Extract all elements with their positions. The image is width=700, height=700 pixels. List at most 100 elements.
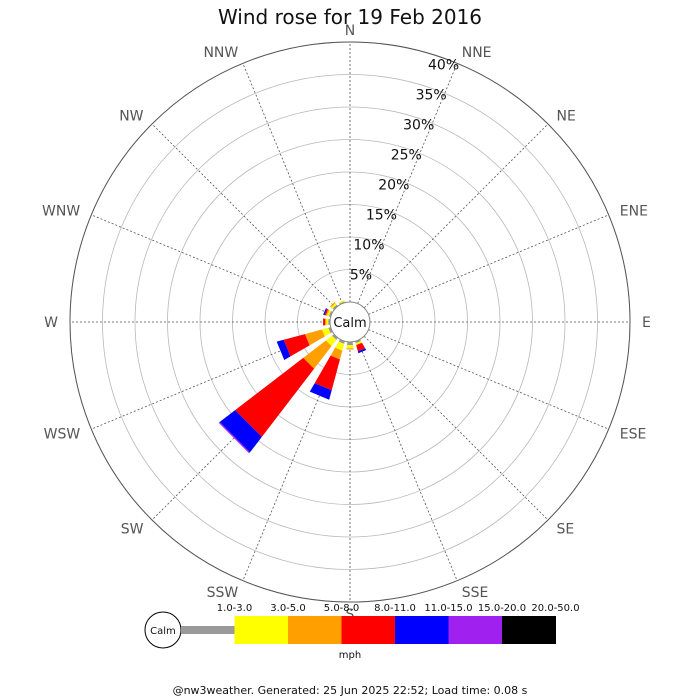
- bar-ssw-8.0-11.0: [314, 355, 340, 391]
- dir-label-nne: NNE: [462, 45, 492, 61]
- legend-swatch-8.0-11.0: [341, 616, 396, 644]
- wind-bars: [218, 300, 367, 454]
- legend-unit: mph: [339, 650, 361, 661]
- spoke-ese: [368, 329, 609, 430]
- bar-ssw-11.0-15.0: [309, 383, 332, 400]
- dir-label-ne: NE: [556, 109, 575, 125]
- bar-s-3.0-5.0: [346, 345, 354, 349]
- dir-label-wnw: WNW: [42, 203, 80, 219]
- spoke-wnw: [91, 214, 332, 315]
- bar-nw-3.0-5.0: [331, 303, 337, 309]
- bar-sw-1.0-3.0: [332, 334, 338, 340]
- dir-label-se: SE: [556, 521, 574, 537]
- spoke-nw: [151, 123, 337, 309]
- bar-s-5.0-8.0: [346, 348, 354, 350]
- bar-sse-1.0-3.0: [355, 339, 361, 344]
- legend-label-5.0-8.0: 5.0-8.0: [324, 603, 359, 614]
- legend-label-3.0-5.0: 3.0-5.0: [270, 603, 305, 614]
- bar-wnw-8.0-11.0: [324, 308, 329, 316]
- legend-calm-label: Calm: [150, 626, 176, 637]
- bar-wsw-5.0-8.0: [304, 329, 325, 346]
- bar-wnw-3.0-5.0: [326, 310, 331, 317]
- legend-swatch-1.0-3.0: [181, 626, 235, 634]
- spoke-ne: [363, 123, 549, 309]
- dir-label-ssw: SSW: [207, 585, 239, 601]
- dir-label-wsw: WSW: [44, 427, 81, 443]
- bar-wsw-11.0-15.0: [276, 339, 291, 360]
- spoke-nne: [357, 63, 458, 304]
- chart-title: Wind rose for 19 Feb 2016: [218, 5, 482, 29]
- legend: Calm 1.0-3.0 3.0-5.0 5.0-8.0 8.0-11.0 11.0-15…: [144, 603, 580, 661]
- grid-ring-30: [134, 106, 566, 538]
- ring-label-10: 10%: [353, 237, 384, 253]
- bar-wnw-11.0-15.0: [323, 308, 328, 316]
- bar-wsw-1.0-3.0: [328, 327, 333, 334]
- spoke-sw: [151, 335, 337, 521]
- legend-swatch-20.0-50.0: [502, 616, 556, 644]
- spoke-ene: [368, 214, 609, 315]
- calm-circle: Calm: [329, 301, 371, 343]
- outer-ring: [69, 41, 631, 603]
- ring-label-20: 20%: [378, 177, 409, 193]
- legend-label-8.0-11.0: 8.0-11.0: [374, 603, 416, 614]
- direction-labels: N NNE NE ENE E ESE SE SSE S SSW SW WSW W WNW NW NNW: [42, 23, 651, 623]
- bar-s-1.0-3.0: [346, 341, 354, 346]
- dir-label-s: S: [346, 607, 355, 623]
- dir-label-ese: ESE: [620, 427, 647, 443]
- polar-grid: [69, 41, 631, 603]
- dir-label-e: E: [642, 315, 651, 331]
- bar-w-8.0-11.0: [323, 318, 326, 326]
- bar-wnw-1.0-3.0: [328, 311, 333, 317]
- legend-swatch-11.0-15.0: [395, 616, 449, 644]
- dir-label-ene: ENE: [620, 203, 648, 219]
- bar-sse-11.0-15.0: [357, 348, 367, 354]
- bar-sw-11.0-15.0: [219, 410, 262, 453]
- bar-wnw-5.0-8.0: [325, 309, 330, 316]
- bar-nnw-3.0-5.0: [338, 300, 345, 304]
- ring-label-5: 5%: [350, 267, 372, 283]
- bar-ssw-1.0-3.0: [338, 339, 345, 344]
- calm-label: Calm: [333, 316, 366, 331]
- spoke-wsw: [91, 329, 332, 430]
- legend-label-15.0-20.0: 15.0-20.0: [478, 603, 526, 614]
- spoke-sse: [357, 340, 458, 581]
- dir-label-sw: SW: [121, 521, 144, 537]
- grid-ring-35: [102, 74, 598, 570]
- ring-label-25: 25%: [391, 147, 422, 163]
- dir-label-w: W: [44, 315, 58, 331]
- spoke-nnw: [242, 63, 343, 304]
- bar-ssw-3.0-5.0: [335, 341, 345, 351]
- legend-label-1.0-3.0: 1.0-3.0: [217, 603, 252, 614]
- dir-label-n: N: [345, 23, 355, 39]
- legend-swatch-15.0-20.0: [448, 616, 503, 644]
- dir-label-nw: NW: [119, 109, 143, 125]
- bar-sw-15.0-20.0: [218, 422, 250, 454]
- dir-label-nnw: NNW: [203, 45, 238, 61]
- calm-disc: [329, 301, 371, 343]
- dir-label-sse: SSE: [462, 585, 489, 601]
- ring-label-30: 30%: [403, 117, 434, 133]
- bar-w-3.0-5.0: [326, 318, 329, 326]
- bar-sw-3.0-5.0: [325, 335, 337, 347]
- spoke-ssw: [242, 340, 343, 581]
- bar-nw-5.0-8.0: [330, 302, 336, 308]
- bar-wsw-3.0-5.0: [321, 327, 331, 337]
- grid-ring-25: [167, 139, 533, 505]
- ring-label-15: 15%: [366, 207, 397, 223]
- bar-sse-8.0-11.0: [356, 342, 366, 352]
- ring-label-40: 40%: [428, 57, 459, 73]
- bar-sw-5.0-8.0: [303, 340, 332, 369]
- legend-swatch-3.0-5.0: [234, 616, 289, 644]
- bar-wsw-8.0-11.0: [283, 334, 310, 357]
- bar-nw-1.0-3.0: [332, 304, 338, 310]
- legend-swatch-5.0-8.0: [288, 616, 342, 644]
- spoke-se: [363, 335, 549, 521]
- legend-label-11.0-15.0: 11.0-15.0: [424, 603, 472, 614]
- bar-sw-8.0-11.0: [235, 357, 315, 437]
- footer-text: @nw3weather. Generated: 25 Jun 2025 22:5…: [173, 684, 528, 697]
- ring-labels: 5% 10% 15% 20% 25% 30% 35% 40%: [350, 57, 459, 283]
- bar-ssw-5.0-8.0: [330, 347, 343, 360]
- ring-label-35: 35%: [416, 87, 447, 103]
- bar-sse-3.0-5.0: [355, 341, 362, 346]
